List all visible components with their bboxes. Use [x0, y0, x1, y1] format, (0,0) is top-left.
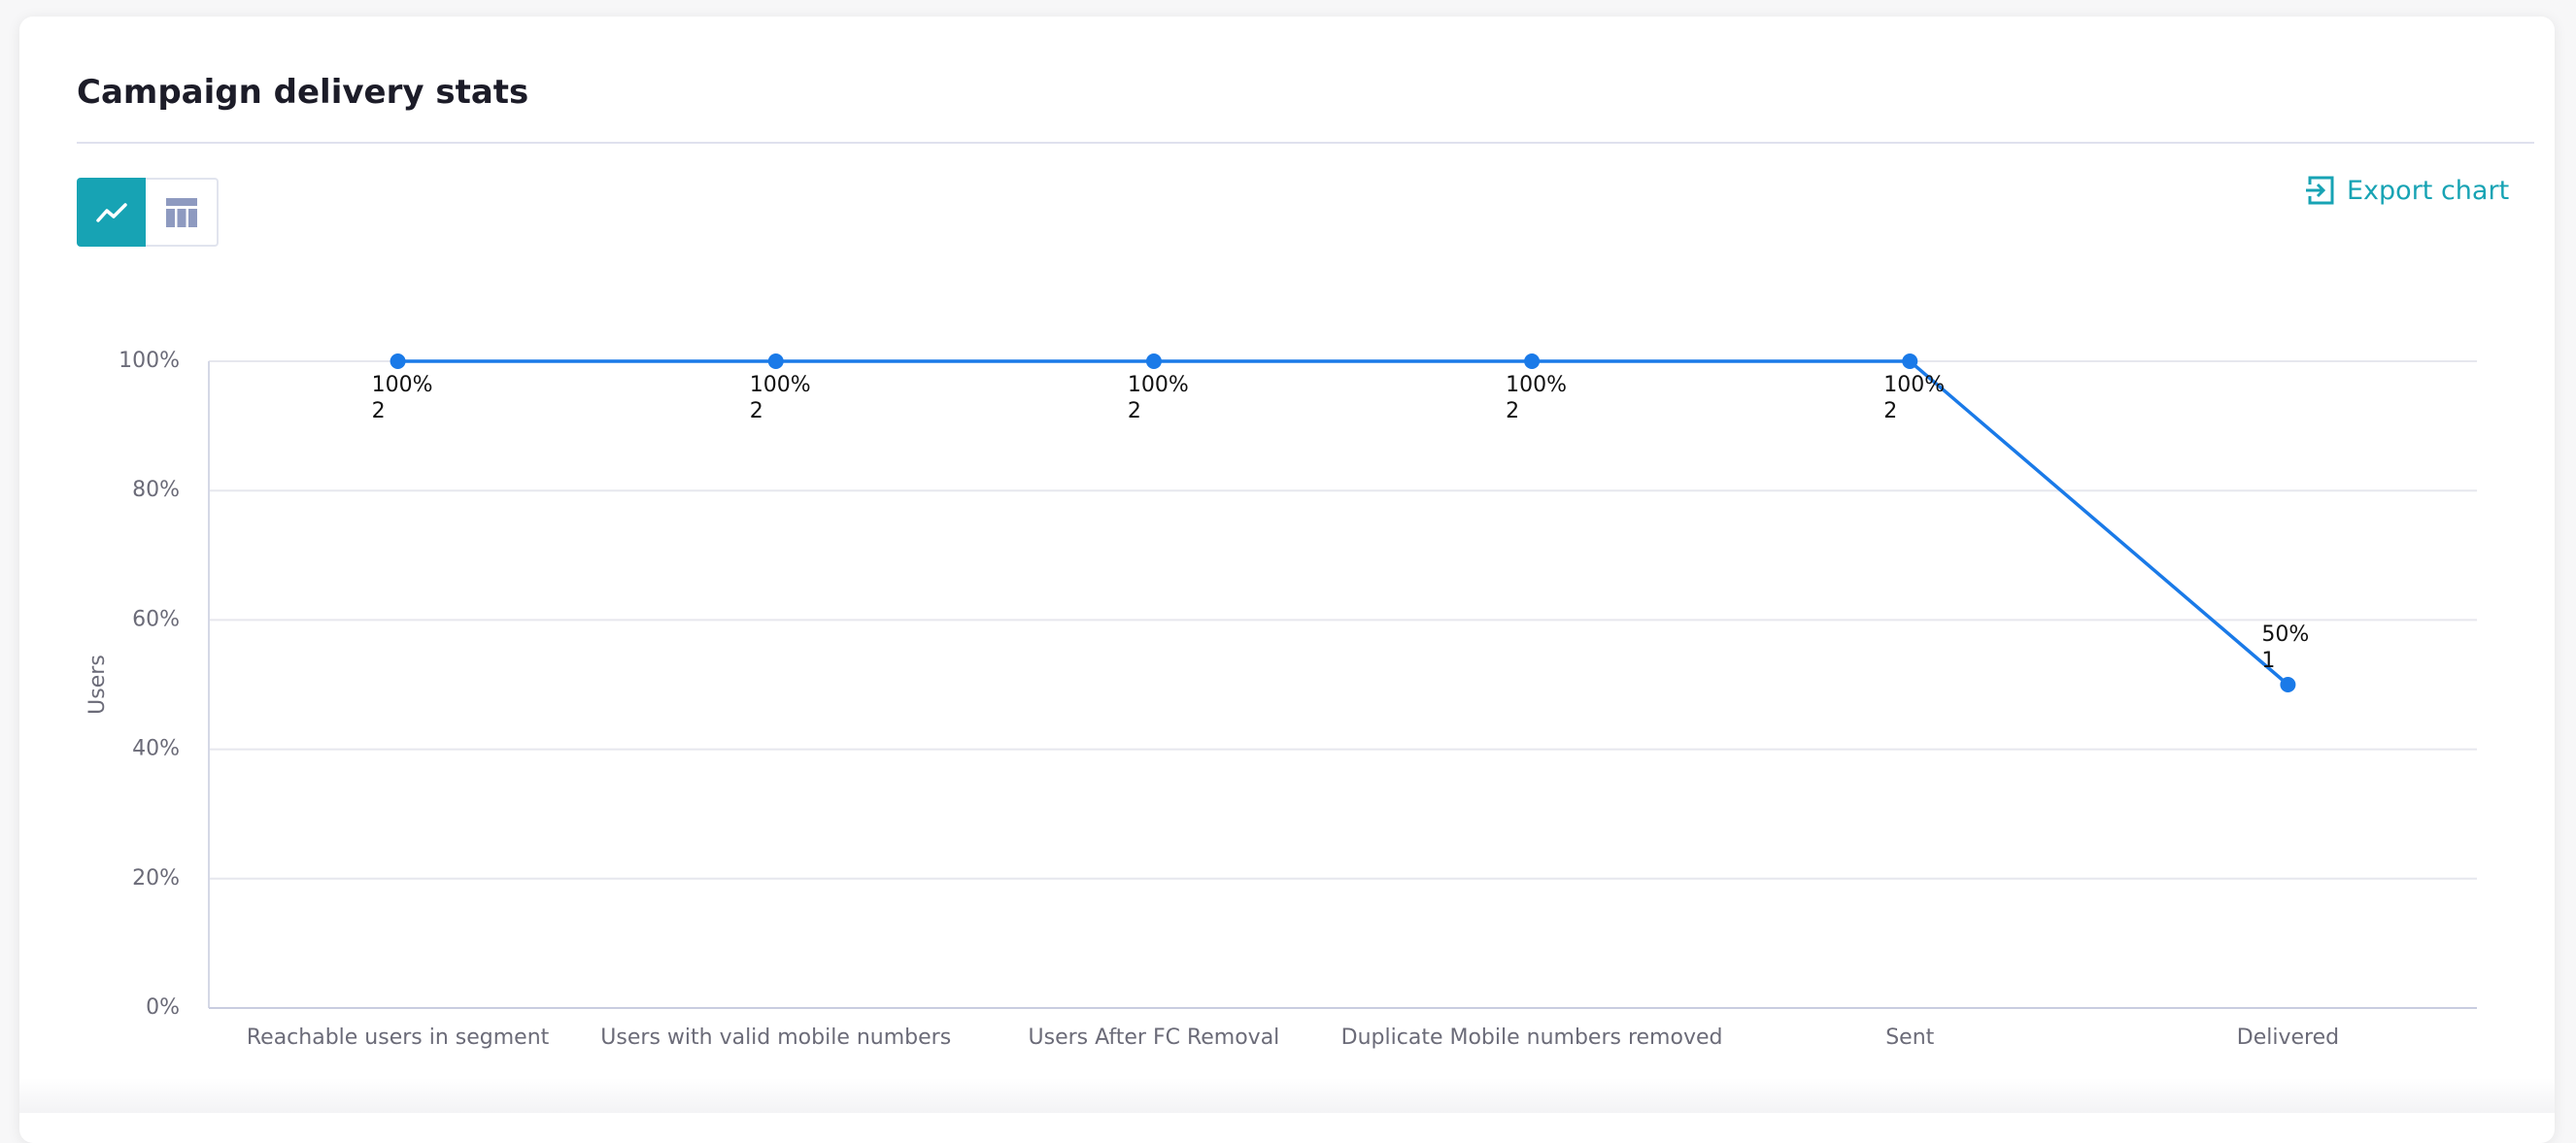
point: [767, 353, 784, 369]
card-title: Campaign delivery stats: [77, 73, 529, 112]
count-label: 2: [1128, 399, 1141, 423]
chart: 0% 20% 40% 60% 80% 100% Users Reachable users i…: [85, 349, 2477, 1050]
y-tick-label: 20%: [132, 866, 180, 891]
table-icon: [165, 197, 197, 227]
export-button[interactable]: Export chart: [2304, 175, 2509, 206]
card: Campaign delivery stats: [19, 17, 2555, 1143]
point: [390, 353, 406, 369]
x-tick-label: Sent: [1885, 1025, 1934, 1050]
value-label: 100%: [1506, 373, 1567, 397]
count-label: 2: [1506, 399, 1519, 423]
count-label: 1: [2261, 649, 2275, 673]
count-label: 2: [750, 399, 763, 423]
line-icon: [96, 202, 127, 222]
point: [1145, 353, 1162, 369]
page: {"chart_data": {"type": "line", "title":…: [19, 73, 2555, 1113]
point: [1902, 353, 1918, 369]
value-label: 50%: [2261, 622, 2309, 647]
value-label: 100%: [750, 373, 811, 397]
y-tick-label: 60%: [132, 607, 180, 631]
x-tick-label: Users with valid mobile numbers: [600, 1025, 951, 1050]
value-label: 100%: [1128, 373, 1189, 397]
line: [397, 359, 2289, 687]
export-label: Export chart: [2347, 175, 2510, 206]
x-tick-label: Delivered: [2237, 1025, 2339, 1050]
count-label: 2: [1883, 399, 1897, 423]
count-label: 2: [372, 399, 386, 423]
y-tick-label: 100%: [119, 349, 180, 373]
card-fade: [19, 1078, 2555, 1113]
divider: [77, 142, 2534, 144]
point: [1524, 353, 1541, 369]
table-view-button[interactable]: [146, 178, 219, 247]
y-tick-label: 0%: [146, 995, 180, 1020]
y-tick-label: 40%: [132, 737, 180, 761]
value-label: 100%: [372, 373, 433, 397]
value-label: 100%: [1883, 373, 1945, 397]
export-icon: [2306, 176, 2334, 205]
x-tick-label: Users After FC Removal: [1029, 1025, 1280, 1050]
y-axis-label: Users: [85, 655, 110, 715]
point: [2280, 677, 2296, 692]
y-tick-label: 80%: [132, 478, 180, 502]
line-view-button[interactable]: [77, 178, 147, 247]
x-tick-label: Duplicate Mobile numbers removed: [1341, 1025, 1723, 1050]
x-tick-label: Reachable users in segment: [247, 1025, 550, 1050]
